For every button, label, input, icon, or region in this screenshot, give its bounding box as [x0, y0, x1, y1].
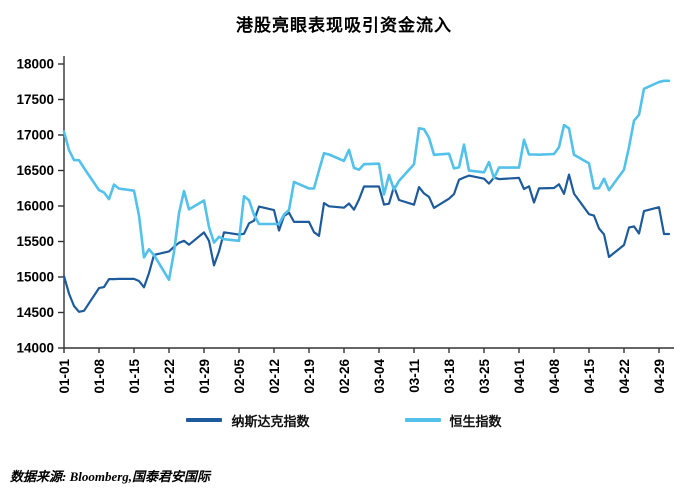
y-tick-label: 16500	[16, 163, 54, 178]
x-tick-label: 03-11	[407, 359, 422, 393]
x-tick-label: 04-22	[617, 359, 632, 394]
x-tick-label: 01-22	[162, 359, 177, 394]
legend-label-nasdaq: 纳斯达克指数	[231, 413, 310, 429]
nasdaq-series-line	[62, 173, 671, 313]
x-tick-label: 03-18	[442, 359, 457, 394]
line-chart: 14000 14500 15000 15500 16000 16500 17000 17500…	[16, 56, 674, 394]
y-tick-label: 16000	[16, 199, 54, 214]
x-tick-label: 02-12	[267, 359, 282, 394]
x-tick-label: 01-01	[57, 359, 72, 394]
chart-legend: 纳斯达克指数 恒生指数	[0, 406, 688, 434]
hsi-series-line	[62, 79, 671, 282]
x-tick-label: 02-19	[302, 359, 317, 394]
x-tick-label: 04-29	[652, 359, 667, 394]
y-tick-label: 14000	[16, 341, 54, 356]
x-tick-label: 03-04	[372, 359, 387, 394]
y-tick-label: 17000	[16, 128, 54, 143]
y-tick-label: 15500	[16, 234, 54, 249]
legend-item-hsi: 恒生指数	[404, 411, 502, 430]
x-tick-label: 04-08	[547, 359, 562, 394]
x-tick-label: 02-05	[232, 359, 247, 394]
chart-title: 港股亮眼表现吸引资金流入	[236, 16, 452, 35]
x-tick-label: 03-25	[477, 359, 492, 394]
hsi-line-swatch	[404, 418, 441, 422]
x-tick-label: 01-08	[92, 359, 107, 394]
y-tick-label: 15000	[16, 270, 54, 285]
y-tick-label: 14500	[16, 305, 54, 320]
data-source: 数据来源: Bloomberg,国泰君安国际	[10, 469, 211, 484]
x-tick-label: 04-01	[512, 359, 527, 394]
x-tick-label: 04-15	[582, 359, 597, 394]
x-tick-label: 01-15	[127, 359, 142, 394]
x-tick-label: 01-29	[197, 359, 212, 394]
y-tick-label: 17500	[16, 92, 54, 107]
legend-item-nasdaq: 纳斯达克指数	[186, 411, 310, 430]
y-tick-label: 18000	[16, 57, 54, 72]
legend-label-hsi: 恒生指数	[449, 413, 502, 429]
nasdaq-line-swatch	[186, 418, 223, 422]
x-tick-label: 02-26	[337, 359, 352, 394]
